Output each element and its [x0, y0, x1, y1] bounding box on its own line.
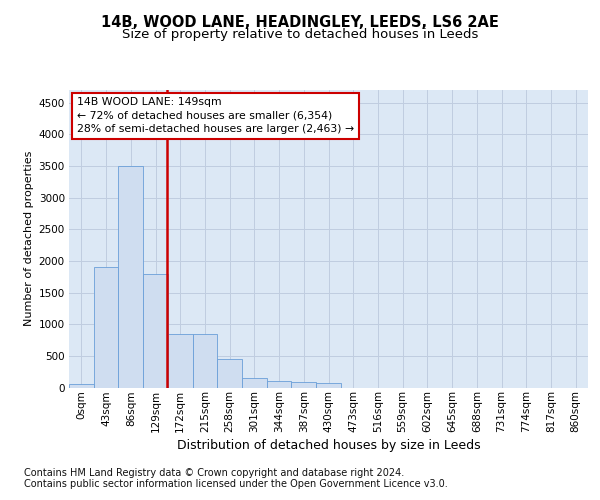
Text: Contains HM Land Registry data © Crown copyright and database right 2024.: Contains HM Land Registry data © Crown c… — [24, 468, 404, 477]
Bar — [143, 274, 168, 388]
Bar — [118, 166, 143, 388]
Text: Contains public sector information licensed under the Open Government Licence v3: Contains public sector information licen… — [24, 479, 448, 489]
Text: 14B, WOOD LANE, HEADINGLEY, LEEDS, LS6 2AE: 14B, WOOD LANE, HEADINGLEY, LEEDS, LS6 2… — [101, 15, 499, 30]
Bar — [217, 359, 242, 388]
Bar — [316, 384, 341, 388]
Bar — [267, 382, 292, 388]
Bar — [94, 267, 118, 388]
Bar — [242, 378, 267, 388]
Y-axis label: Number of detached properties: Number of detached properties — [25, 151, 34, 326]
Bar — [292, 382, 316, 388]
Bar — [193, 334, 217, 388]
Text: Size of property relative to detached houses in Leeds: Size of property relative to detached ho… — [122, 28, 478, 41]
Bar — [168, 334, 193, 388]
Bar — [69, 384, 94, 388]
Text: 14B WOOD LANE: 149sqm
← 72% of detached houses are smaller (6,354)
28% of semi-d: 14B WOOD LANE: 149sqm ← 72% of detached … — [77, 98, 354, 134]
X-axis label: Distribution of detached houses by size in Leeds: Distribution of detached houses by size … — [176, 440, 481, 452]
